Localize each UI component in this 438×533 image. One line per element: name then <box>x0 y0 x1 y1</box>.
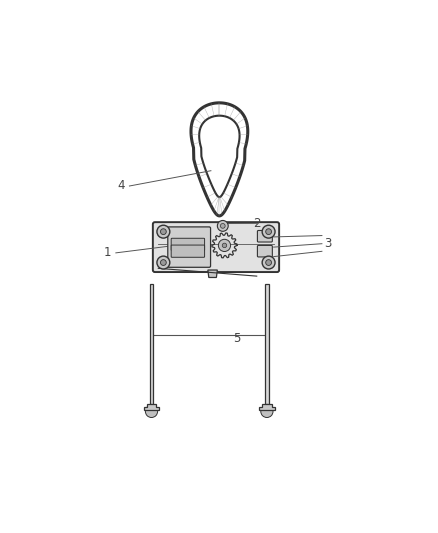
Circle shape <box>217 221 228 231</box>
FancyBboxPatch shape <box>153 222 279 272</box>
Circle shape <box>219 239 230 252</box>
Circle shape <box>266 260 272 265</box>
Text: 3: 3 <box>324 237 332 250</box>
Polygon shape <box>208 270 217 278</box>
Polygon shape <box>265 285 268 404</box>
Circle shape <box>266 229 272 235</box>
Polygon shape <box>150 285 153 404</box>
Text: 5: 5 <box>233 332 240 345</box>
Circle shape <box>160 260 166 265</box>
FancyBboxPatch shape <box>171 245 205 257</box>
FancyBboxPatch shape <box>258 245 272 257</box>
Circle shape <box>145 405 158 417</box>
Polygon shape <box>199 116 240 197</box>
FancyBboxPatch shape <box>258 230 272 242</box>
Text: 2: 2 <box>253 217 261 230</box>
Polygon shape <box>259 404 275 410</box>
Text: 4: 4 <box>117 180 125 192</box>
Text: 1: 1 <box>104 246 111 260</box>
Polygon shape <box>144 404 159 410</box>
Circle shape <box>157 256 170 269</box>
Circle shape <box>160 229 166 235</box>
FancyBboxPatch shape <box>168 227 211 267</box>
Circle shape <box>261 405 273 417</box>
Circle shape <box>157 225 170 238</box>
Circle shape <box>262 225 275 238</box>
Circle shape <box>262 256 275 269</box>
Circle shape <box>220 223 225 228</box>
FancyBboxPatch shape <box>171 238 205 251</box>
Circle shape <box>222 243 227 248</box>
